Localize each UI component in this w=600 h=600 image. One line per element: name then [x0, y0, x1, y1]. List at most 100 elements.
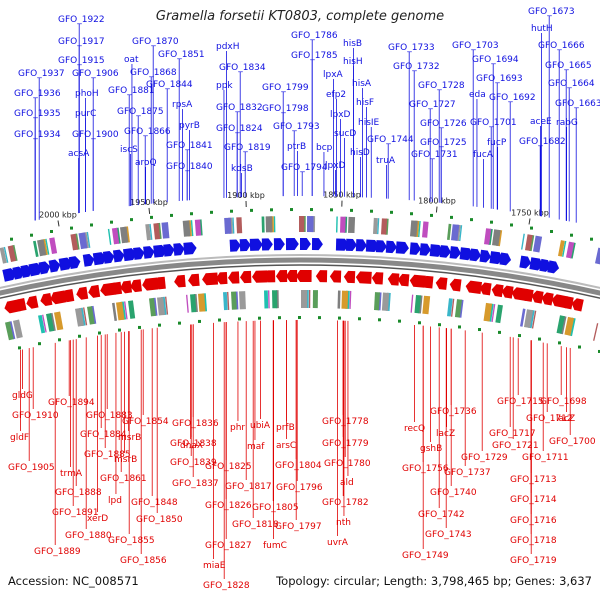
reverse-gene-label[interactable]: phr — [230, 423, 245, 433]
reverse-gene-labels[interactable]: gldG GFO_1910 gldF GFO_1905 GFO_1894 GFO_1883… — [8, 320, 596, 591]
reverse-gene-arrow[interactable] — [62, 289, 75, 303]
forward-gene-arrow[interactable] — [311, 238, 323, 251]
forward-gene-arrow[interactable] — [385, 240, 397, 254]
reverse-gene-label[interactable]: GFO_1836 — [172, 419, 219, 429]
forward-gene-arrow[interactable] — [229, 239, 241, 252]
forward-gene-arrow[interactable] — [112, 249, 125, 263]
forward-gene-label[interactable]: oat — [124, 55, 139, 65]
reverse-gene-label[interactable]: GFO_1719 — [510, 556, 557, 566]
forward-gene-label[interactable]: GFO_1819 — [224, 143, 271, 153]
forward-gene-label[interactable]: aceE — [530, 117, 552, 127]
reverse-gene-label[interactable]: GFO_1837 — [172, 479, 219, 489]
reverse-gene-label[interactable]: GFO_1782 — [322, 498, 369, 508]
reverse-gene-label[interactable]: GFO_1715 — [497, 397, 544, 407]
forward-gene-arrow[interactable] — [285, 238, 299, 251]
reverse-gene-arrow[interactable] — [88, 284, 101, 298]
forward-gene-label[interactable]: hisD — [350, 148, 370, 158]
reverse-gene-label[interactable]: GFO_1861 — [100, 474, 147, 484]
reverse-gene-label[interactable]: GFO_1716 — [510, 516, 557, 526]
reverse-gene-label[interactable]: GFO_1805 — [252, 503, 299, 513]
reverse-gene-label[interactable]: GFO_1712 — [526, 414, 573, 424]
forward-gene-label[interactable]: GFO_1744 — [367, 135, 414, 145]
reverse-gene-label[interactable]: GFO_1894 — [48, 398, 95, 408]
forward-gene-label[interactable]: GFO_1665 — [545, 61, 592, 71]
forward-gene-label[interactable]: hisIE — [358, 118, 380, 128]
reverse-gene-label[interactable]: GFO_1855 — [108, 536, 155, 546]
forward-gene-arrow[interactable] — [92, 252, 107, 266]
forward-gene-label[interactable]: acsA — [68, 149, 90, 159]
forward-gene-label[interactable]: GFO_1794 — [281, 163, 328, 173]
forward-gene-arrow[interactable] — [273, 238, 285, 251]
reverse-gene-arrow[interactable] — [571, 298, 584, 312]
reverse-gene-arrow[interactable] — [76, 286, 89, 300]
forward-gene-arrow[interactable] — [38, 261, 51, 275]
forward-gene-label[interactable]: GFO_1851 — [158, 50, 205, 60]
reverse-gene-arrow[interactable] — [188, 273, 200, 287]
reverse-gene-arrow[interactable] — [251, 270, 268, 283]
forward-gene-arrow[interactable] — [133, 247, 145, 260]
forward-gene-arrow[interactable] — [375, 240, 387, 253]
reverse-gene-label[interactable]: GFO_1698 — [540, 397, 587, 407]
reverse-gene-arrow[interactable] — [285, 270, 298, 283]
reverse-gene-label[interactable]: msrB — [114, 455, 137, 465]
forward-gene-label[interactable]: GFO_1881 — [108, 86, 155, 96]
reverse-gene-arrow[interactable] — [449, 278, 462, 292]
reverse-gene-arrow[interactable] — [275, 270, 288, 283]
reverse-gene-label[interactable]: GFO_1828 — [203, 581, 250, 591]
reverse-gene-arrow[interactable] — [239, 270, 252, 284]
forward-gene-arrow[interactable] — [355, 239, 367, 252]
reverse-gene-label[interactable]: GFO_1826 — [205, 501, 252, 511]
forward-gene-arrow[interactable] — [345, 238, 357, 251]
reverse-gene-arrow[interactable] — [343, 270, 356, 284]
reverse-gene-label[interactable]: GFO_1883 — [86, 411, 133, 421]
reverse-gene-label[interactable]: GFO_1756 — [402, 464, 449, 474]
reverse-gene-label[interactable]: uvrA — [327, 538, 349, 548]
forward-gene-label[interactable]: pyrB — [179, 121, 200, 131]
forward-gene-arrow[interactable] — [82, 253, 95, 267]
reverse-gene-label[interactable]: GFO_1711 — [522, 453, 569, 463]
reverse-gene-label[interactable]: GFO_1891 — [52, 508, 99, 518]
forward-gene-arrow[interactable] — [419, 243, 432, 256]
reverse-gene-arrow[interactable] — [435, 277, 448, 290]
forward-gene-arrow[interactable] — [261, 238, 273, 251]
forward-gene-arrow[interactable] — [365, 239, 379, 252]
reverse-gene-arrow[interactable] — [397, 273, 410, 287]
reverse-gene-arrow[interactable] — [263, 270, 276, 283]
forward-gene-arrow[interactable] — [239, 239, 251, 252]
reverse-gene-arrow[interactable] — [491, 284, 504, 298]
forward-gene-label[interactable]: bcp — [316, 143, 333, 153]
reverse-gene-label[interactable]: GFO_1856 — [120, 556, 167, 566]
reverse-gene-label[interactable]: GFO_1796 — [276, 483, 323, 493]
forward-gene-label[interactable]: lpxD — [330, 110, 351, 120]
reverse-gene-arrow[interactable] — [154, 276, 166, 290]
forward-gene-label[interactable]: lpxA — [323, 70, 344, 80]
reverse-gene-label[interactable]: arsC — [276, 441, 296, 451]
forward-gene-label[interactable]: GFO_1733 — [388, 43, 435, 53]
forward-gene-label[interactable]: GFO_1824 — [216, 124, 263, 134]
reverse-gene-label[interactable]: GFO_1736 — [430, 407, 477, 417]
reverse-gene-label[interactable]: GFO_1888 — [55, 488, 102, 498]
reverse-gene-label[interactable]: GFO_1721 — [492, 441, 539, 451]
forward-gene-label[interactable]: GFO_1728 — [418, 81, 465, 91]
reverse-gene-arrow[interactable] — [142, 277, 159, 291]
forward-gene-label[interactable]: phoH — [75, 89, 99, 99]
forward-gene-label[interactable]: GFO_1673 — [528, 7, 575, 17]
forward-gene-arrow[interactable] — [122, 248, 137, 262]
reverse-gene-label[interactable]: gldF — [10, 433, 29, 443]
forward-gene-label[interactable]: GFO_1732 — [393, 62, 440, 72]
reverse-gene-label[interactable]: GFO_1848 — [131, 498, 178, 508]
reverse-gene-label[interactable]: maf — [247, 442, 265, 452]
reverse-gene-arrow[interactable] — [315, 270, 328, 283]
forward-gene-label[interactable]: GFO_1798 — [262, 104, 309, 114]
forward-gene-arrow[interactable] — [499, 252, 512, 266]
reverse-gene-label[interactable]: GFO_1749 — [402, 551, 449, 561]
forward-gene-arrow[interactable] — [249, 238, 263, 251]
forward-gene-arrow[interactable] — [58, 257, 73, 271]
reverse-gene-arrow[interactable] — [387, 273, 400, 286]
forward-gene-label[interactable]: GFO_1799 — [262, 83, 309, 93]
forward-gene-label[interactable]: GFO_1682 — [519, 137, 566, 147]
forward-gene-label[interactable]: GFO_1731 — [411, 150, 458, 160]
reverse-gene-label[interactable]: GFO_1910 — [12, 411, 59, 421]
forward-gene-arrow[interactable] — [183, 242, 197, 255]
